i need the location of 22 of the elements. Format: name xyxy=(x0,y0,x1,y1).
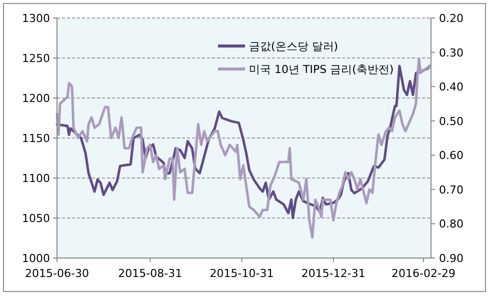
x-tick-label: 2015-08-31 xyxy=(118,267,182,280)
y2-tick-label: 0.60 xyxy=(439,149,464,162)
legend-label: 금값(온스당 달러) xyxy=(249,40,338,53)
x-tick-label: 2015-10-31 xyxy=(210,267,274,280)
x-tick-label: 2016-02-29 xyxy=(392,267,456,280)
x-tick-label: 2015-12-31 xyxy=(301,267,366,280)
y-tick-label: 1100 xyxy=(22,172,50,185)
y-tick-label: 1050 xyxy=(22,212,50,225)
y2-tick-label: 0.40 xyxy=(439,80,464,94)
y2-tick-label: 0.20 xyxy=(439,12,464,25)
y2-tick-label: 0.50 xyxy=(439,114,464,128)
y2-tick-label: 0.70 xyxy=(439,183,464,196)
y-tick-label: 1300 xyxy=(22,12,50,25)
y-tick-label: 1000 xyxy=(22,252,50,265)
legend-label: 미국 10년 TIPS 금리(축반전) xyxy=(249,63,394,76)
y-tick-label: 1200 xyxy=(22,92,50,105)
y-tick-label: 1150 xyxy=(22,132,50,145)
x-tick-label: 2015-06-30 xyxy=(25,267,89,280)
y-tick-label: 1250 xyxy=(22,52,50,65)
y2-tick-label: 0.90 xyxy=(439,252,464,265)
y2-tick-label: 0.80 xyxy=(439,218,464,231)
y2-tick-label: 0.30 xyxy=(439,46,464,60)
